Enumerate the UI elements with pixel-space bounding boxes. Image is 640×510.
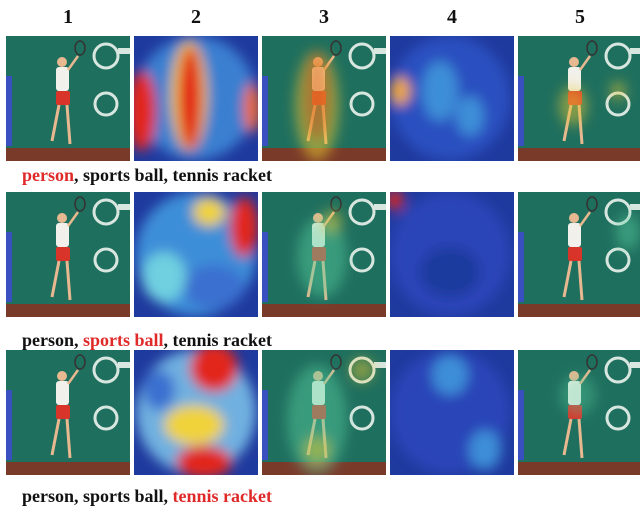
panel-row1-col1 (6, 36, 130, 161)
player-photo (262, 350, 386, 475)
label-tennis-racket: tennis racket (172, 486, 273, 506)
player-photo (6, 350, 130, 475)
panel-row1-col5 (518, 36, 640, 161)
player-photo (518, 350, 640, 475)
panel-row2-col1 (6, 192, 130, 317)
caption-row-3: person, sports ball, tennis racket (22, 486, 273, 506)
label-sports-ball: sports ball (83, 330, 164, 350)
label-sports-ball: sports ball (83, 486, 164, 506)
player-photo (262, 192, 386, 317)
label-person: person (22, 486, 75, 506)
panel-row3-col2 (134, 350, 258, 475)
panel-row3-col5 (518, 350, 640, 475)
panel-row3-col1 (6, 350, 130, 475)
label-person: person (22, 165, 75, 185)
panel-row3-col4 (390, 350, 514, 475)
caption-row-2: person, sports ball, tennis racket (22, 330, 273, 350)
column-number-2: 2 (191, 6, 201, 28)
panel-row2-col2 (134, 192, 258, 317)
caption-row-1: person, sports ball, tennis racket (22, 165, 273, 185)
label-tennis-racket: tennis racket (172, 165, 273, 185)
heatmap-image (390, 350, 514, 475)
heatmap-image (390, 36, 514, 161)
column-number-1: 1 (63, 6, 73, 28)
player-photo (6, 36, 130, 161)
label-tennis-racket: tennis racket (172, 330, 273, 350)
column-number-5: 5 (575, 6, 585, 28)
label-person: person (22, 330, 75, 350)
player-photo (6, 192, 130, 317)
heatmap-image (134, 192, 258, 317)
panel-row1-col2 (134, 36, 258, 161)
panel-row1-col3 (262, 36, 386, 161)
player-photo (262, 36, 386, 161)
column-number-4: 4 (447, 6, 457, 28)
player-photo (518, 192, 640, 317)
panel-row2-col3 (262, 192, 386, 317)
heatmap-image (134, 36, 258, 161)
label-sports-ball: sports ball (83, 165, 164, 185)
player-photo (518, 36, 640, 161)
panel-row2-col5 (518, 192, 640, 317)
heatmap-image (134, 350, 258, 475)
column-number-3: 3 (319, 6, 329, 28)
panel-row3-col3 (262, 350, 386, 475)
panel-row2-col4 (390, 192, 514, 317)
panel-row1-col4 (390, 36, 514, 161)
heatmap-image (390, 192, 514, 317)
